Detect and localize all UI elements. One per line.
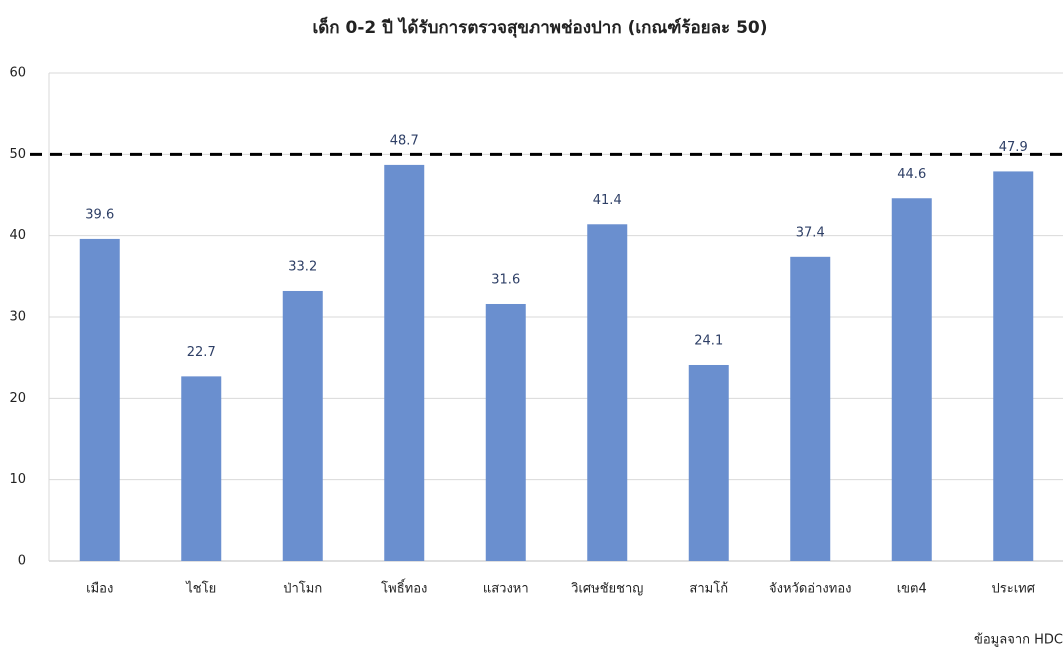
bar bbox=[688, 364, 729, 561]
data-label: 47.9 bbox=[999, 140, 1028, 155]
data-label: 44.6 bbox=[897, 167, 926, 182]
bar bbox=[587, 224, 628, 561]
source-note: ข้อมูลจาก HDC bbox=[974, 633, 1063, 648]
y-tick-label: 60 bbox=[9, 66, 26, 81]
y-tick-label: 0 bbox=[18, 554, 26, 569]
data-label: 24.1 bbox=[694, 333, 723, 348]
bar bbox=[485, 303, 526, 561]
bar bbox=[790, 256, 831, 561]
y-tick-label: 10 bbox=[9, 472, 26, 487]
bar bbox=[993, 171, 1034, 561]
x-tick-label: จังหวัดอ่างทอง bbox=[769, 582, 851, 597]
x-tick-label: เขต4 bbox=[897, 582, 927, 597]
x-tick-label: ป่าโมก bbox=[283, 581, 322, 597]
x-tick-label: ไชโย bbox=[185, 581, 216, 597]
x-tick-label: ประเทศ bbox=[992, 582, 1036, 597]
chart-title: เด็ก 0-2 ปี ได้รับการตรวจสุขภาพช่องปาก (… bbox=[312, 15, 767, 38]
x-tick-label: เมือง bbox=[86, 581, 113, 597]
y-tick-label: 30 bbox=[9, 310, 26, 325]
bar bbox=[384, 164, 425, 561]
y-tick-label: 40 bbox=[9, 228, 26, 243]
data-label: 41.4 bbox=[593, 193, 622, 208]
x-tick-label: โพธิ์ทอง bbox=[381, 579, 427, 597]
data-label: 37.4 bbox=[796, 225, 825, 240]
data-label: 48.7 bbox=[390, 133, 419, 148]
bar bbox=[79, 238, 120, 562]
data-label: 33.2 bbox=[288, 259, 317, 274]
x-tick-label: แสวงหา bbox=[483, 582, 529, 597]
y-tick-label: 50 bbox=[9, 147, 26, 162]
data-label: 31.6 bbox=[491, 272, 520, 287]
y-tick-label: 20 bbox=[9, 391, 26, 406]
data-label: 22.7 bbox=[187, 345, 216, 360]
bar bbox=[181, 376, 222, 561]
bar bbox=[282, 290, 323, 561]
x-tick-label: วิเศษชัยชาญ bbox=[570, 582, 643, 597]
x-tick-label: สามโก้ bbox=[689, 581, 728, 597]
data-label: 39.6 bbox=[85, 207, 114, 222]
bar bbox=[891, 198, 932, 561]
